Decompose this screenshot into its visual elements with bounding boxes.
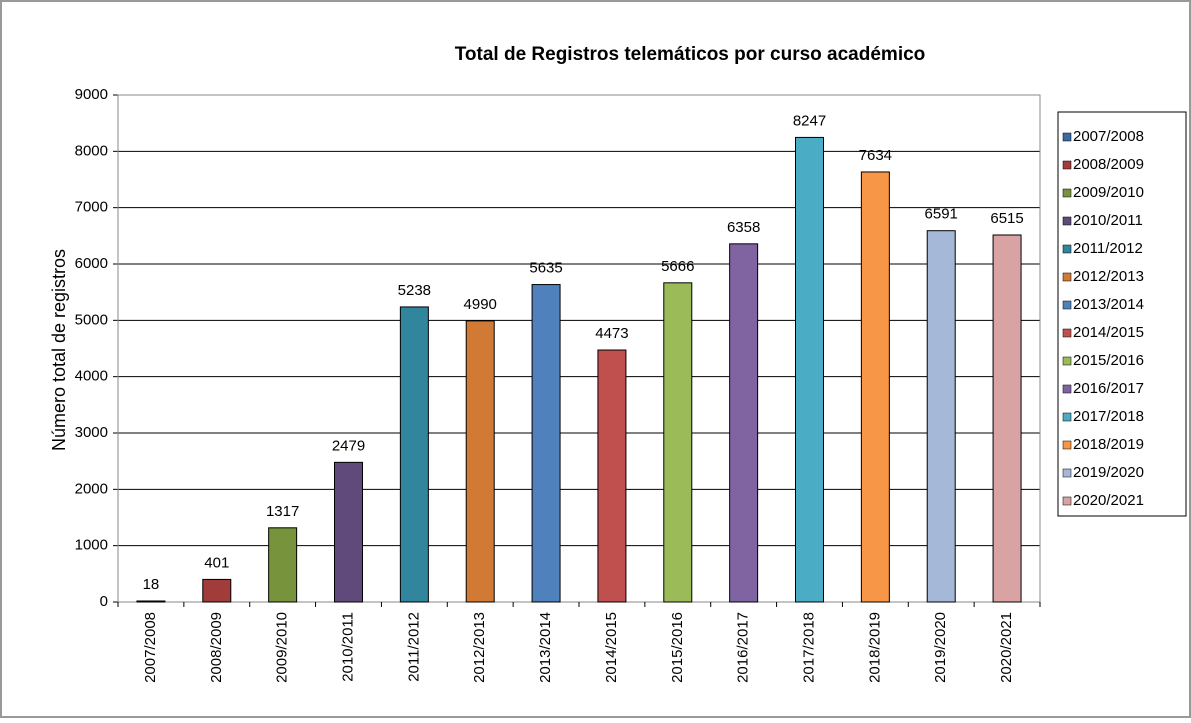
legend-label: 2011/2012 bbox=[1073, 240, 1143, 257]
legend-label: 2020/2021 bbox=[1073, 492, 1144, 509]
y-tick-label: 9000 bbox=[75, 86, 108, 103]
legend-label: 2015/2016 bbox=[1073, 352, 1144, 369]
x-tick-label: 2015/2016 bbox=[669, 612, 686, 683]
x-tick-label: 2007/2008 bbox=[142, 612, 159, 683]
y-tick-label: 2000 bbox=[75, 480, 108, 497]
y-tick-label: 7000 bbox=[75, 199, 108, 216]
y-tick-label: 8000 bbox=[75, 142, 108, 159]
x-tick-label: 2020/2021 bbox=[998, 612, 1015, 683]
data-label: 2479 bbox=[332, 437, 365, 454]
bar bbox=[202, 578, 232, 603]
legend-swatch bbox=[1062, 412, 1072, 422]
legend-label: 2016/2017 bbox=[1073, 380, 1144, 397]
data-label: 6591 bbox=[925, 206, 958, 223]
data-label: 401 bbox=[204, 554, 229, 571]
x-tick-label: 2018/2019 bbox=[866, 612, 883, 683]
bar bbox=[992, 234, 1022, 603]
y-axis-label: Número total de registros bbox=[49, 249, 69, 451]
bar bbox=[465, 320, 495, 603]
legend-swatch bbox=[1062, 356, 1072, 366]
legend-swatch bbox=[1062, 132, 1072, 142]
data-label: 6515 bbox=[990, 210, 1023, 227]
legend-label: 2007/2008 bbox=[1073, 128, 1144, 145]
y-tick-label: 1000 bbox=[75, 537, 108, 554]
data-label: 8247 bbox=[793, 112, 826, 129]
bar bbox=[663, 282, 693, 603]
y-tick-label: 6000 bbox=[75, 255, 108, 272]
legend-label: 2018/2019 bbox=[1073, 436, 1144, 453]
y-tick-label: 5000 bbox=[75, 311, 108, 328]
bar bbox=[268, 527, 298, 603]
legend-swatch bbox=[1062, 496, 1072, 506]
bar bbox=[860, 171, 890, 603]
legend-swatch bbox=[1062, 244, 1072, 254]
legend-label: 2010/2011 bbox=[1073, 212, 1143, 229]
legend-label: 2008/2009 bbox=[1073, 156, 1144, 173]
bar bbox=[399, 306, 429, 603]
y-tick-label: 4000 bbox=[75, 368, 108, 385]
data-label: 4990 bbox=[464, 296, 497, 313]
y-tick-label: 3000 bbox=[75, 424, 108, 441]
x-tick-label: 2012/2013 bbox=[471, 612, 488, 683]
legend-swatch bbox=[1062, 216, 1072, 226]
x-tick-label: 2013/2014 bbox=[537, 612, 554, 683]
x-tick-label: 2011/2012 bbox=[405, 612, 422, 682]
legend-label: 2013/2014 bbox=[1073, 296, 1144, 313]
y-tick-label: 0 bbox=[100, 593, 108, 610]
bar bbox=[136, 600, 166, 603]
x-tick-label: 2014/2015 bbox=[603, 612, 620, 683]
data-label: 4473 bbox=[595, 325, 628, 342]
bar bbox=[795, 136, 824, 603]
legend-label: 2009/2010 bbox=[1073, 184, 1144, 201]
legend-swatch bbox=[1062, 384, 1072, 394]
data-label: 1317 bbox=[266, 503, 299, 520]
data-label: 5666 bbox=[661, 258, 694, 275]
chart-title: Total de Registros telemáticos por curso… bbox=[455, 44, 926, 65]
x-tick-label: 2010/2011 bbox=[339, 612, 356, 682]
data-label: 5238 bbox=[398, 282, 431, 299]
data-label: 5635 bbox=[529, 260, 562, 277]
legend-swatch bbox=[1062, 160, 1072, 170]
x-tick-label: 2008/2009 bbox=[208, 612, 225, 683]
bar bbox=[729, 243, 759, 603]
data-label: 18 bbox=[143, 576, 160, 593]
legend-label: 2014/2015 bbox=[1073, 324, 1144, 341]
legend-swatch bbox=[1062, 328, 1072, 338]
data-label: 7634 bbox=[859, 147, 892, 164]
bar bbox=[531, 284, 561, 603]
legend-swatch bbox=[1062, 272, 1072, 282]
legend-label: 2019/2020 bbox=[1073, 464, 1144, 481]
legend-label: 2012/2013 bbox=[1073, 268, 1144, 285]
x-tick-label: 2017/2018 bbox=[800, 612, 817, 683]
legend-swatch bbox=[1062, 468, 1072, 478]
legend-box bbox=[1057, 111, 1187, 517]
x-tick-label: 2019/2020 bbox=[932, 612, 949, 683]
bar bbox=[334, 461, 363, 603]
x-tick-label: 2009/2010 bbox=[274, 612, 291, 683]
bar bbox=[926, 230, 956, 603]
bar bbox=[597, 349, 627, 603]
legend-swatch bbox=[1062, 440, 1072, 450]
legend-swatch bbox=[1062, 300, 1072, 310]
legend-swatch bbox=[1062, 188, 1072, 198]
x-tick-label: 2016/2017 bbox=[735, 612, 752, 683]
legend-label: 2017/2018 bbox=[1073, 408, 1144, 425]
data-label: 6358 bbox=[727, 219, 760, 236]
